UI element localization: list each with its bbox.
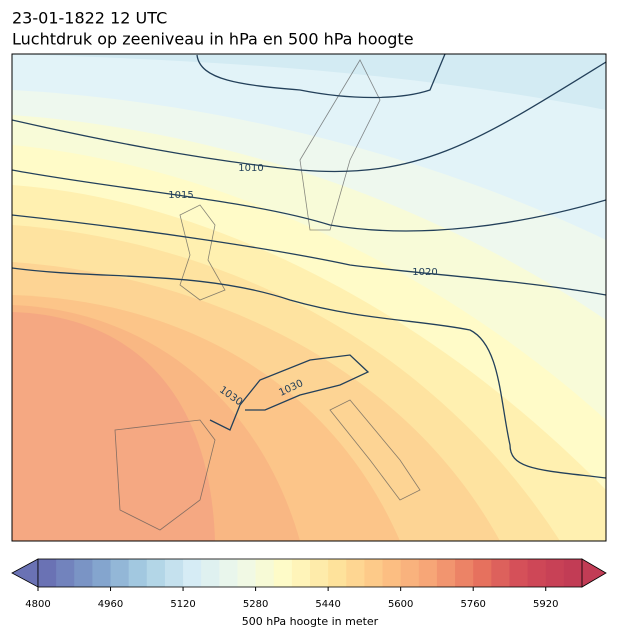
colorbar-segment <box>128 559 148 587</box>
colorbar-frame <box>37 558 583 588</box>
colorbar-segment <box>328 559 347 587</box>
colorbar-segment <box>291 559 311 587</box>
colorbar-segment <box>509 559 529 587</box>
colorbar-tick-label: 5920 <box>533 599 558 610</box>
colorbar-label: 500 hPa hoogte in meter <box>242 615 379 628</box>
colorbar-segment <box>164 559 184 587</box>
colorbar-segment <box>400 559 420 587</box>
subtitle: Luchtdruk op zeeniveau in hPa en 500 hPa… <box>12 30 414 49</box>
colorbar-segment <box>473 559 492 587</box>
colorbar-segment <box>255 559 275 587</box>
colorbar-segment <box>92 559 112 587</box>
colorbar-extend-low <box>11 558 39 588</box>
colorbar-segment <box>563 559 583 587</box>
colorbar-segment <box>273 559 293 587</box>
colorbar-segment <box>455 559 474 587</box>
colorbar-segment <box>219 559 238 587</box>
map-frame <box>11 53 607 542</box>
map <box>12 54 606 541</box>
colorbar-segment <box>310 559 329 587</box>
colorbar-tick-label: 5440 <box>315 599 340 610</box>
colorbar-segment <box>346 559 365 587</box>
colorbar-segment <box>56 559 75 587</box>
colorbar-tick-label: 5600 <box>388 599 413 610</box>
colorbar-tick-label: 5120 <box>170 599 195 610</box>
colorbar-segment <box>237 559 257 587</box>
colorbar-segment <box>364 559 384 587</box>
colorbar-tick-label: 5760 <box>460 599 485 610</box>
colorbar-tick-label: 4800 <box>25 599 50 610</box>
colorbar-segment <box>38 559 57 587</box>
colorbar-tick-label: 4960 <box>98 599 123 610</box>
colorbar-segment <box>183 559 202 587</box>
isobar-label: 1020 <box>412 267 437 278</box>
colorbar-segment <box>146 559 166 587</box>
colorbar-segment <box>527 559 547 587</box>
colorbar-segment <box>418 559 438 587</box>
colorbar-segment <box>74 559 93 587</box>
colorbar-segment <box>545 559 565 587</box>
colorbar-tick-label: 5280 <box>243 599 268 610</box>
title: 23-01-1822 12 UTC <box>12 9 167 28</box>
colorbar-segment <box>436 559 456 587</box>
colorbar: 4800 4960 5120 5280 5440 5600 5760 5920 500 hPa … <box>11 558 607 628</box>
colorbar-segment <box>201 559 220 587</box>
isobar-label: 1015 <box>168 190 193 201</box>
colorbar-segment <box>491 559 510 587</box>
colorbar-segment <box>110 559 130 587</box>
colorbar-segment <box>382 559 402 587</box>
isobar-label: 1010 <box>238 163 263 174</box>
colorbar-extend-high <box>581 558 607 588</box>
